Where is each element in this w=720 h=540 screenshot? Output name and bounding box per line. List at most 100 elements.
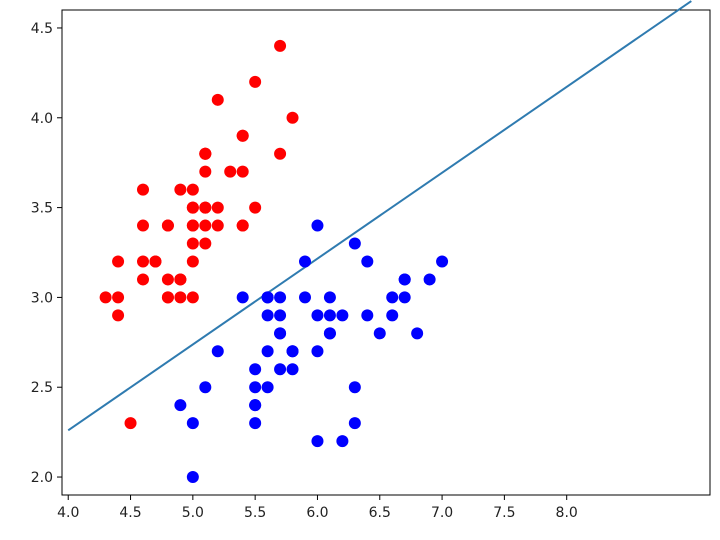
red-data-point — [274, 39, 287, 52]
x-tick-label: 6.5 — [369, 505, 391, 521]
blue-data-point — [286, 345, 299, 358]
blue-data-point — [299, 255, 311, 268]
blue-data-point — [311, 345, 324, 358]
red-data-point — [186, 291, 199, 304]
x-tick-label: 8.0 — [556, 505, 578, 521]
red-data-point — [236, 219, 249, 232]
blue-data-point — [323, 309, 336, 322]
blue-data-point — [249, 381, 262, 394]
blue-data-point — [361, 309, 374, 322]
blue-data-point — [286, 363, 299, 376]
boundary-line-segment — [67, 0, 692, 432]
data-points — [99, 39, 449, 484]
red-data-point — [99, 291, 112, 304]
red-data-point — [174, 273, 187, 286]
blue-data-point — [311, 309, 324, 322]
red-data-point — [161, 273, 174, 286]
blue-data-point — [398, 291, 411, 304]
blue-data-point — [398, 273, 411, 286]
blue-data-point — [186, 471, 199, 484]
blue-data-point — [236, 291, 249, 304]
blue-data-point — [311, 219, 324, 232]
blue-data-point — [274, 363, 287, 376]
blue-data-point — [411, 327, 424, 340]
blue-data-point — [249, 417, 262, 430]
red-data-point — [274, 147, 287, 160]
red-data-point — [174, 291, 187, 304]
blue-data-point — [436, 255, 449, 268]
blue-data-point — [211, 345, 224, 358]
red-data-point — [224, 165, 237, 178]
blue-data-point — [348, 417, 361, 430]
blue-data-point — [261, 291, 274, 304]
red-data-point — [112, 291, 125, 304]
red-data-point — [211, 93, 224, 106]
red-data-point — [161, 291, 174, 304]
blue-data-point — [348, 381, 361, 394]
blue-data-point — [261, 309, 274, 322]
blue-data-point — [386, 309, 399, 322]
x-tick-label: 5.0 — [182, 505, 204, 521]
x-axis: 4.0 4.5 5.0 5.5 6.0 6.5 7.0 7.5 8.0 — [57, 495, 578, 521]
blue-data-point — [299, 291, 311, 304]
x-tick-label: 7.0 — [431, 505, 453, 521]
blue-data-point — [186, 417, 199, 430]
x-tick-label: 6.0 — [306, 505, 328, 521]
red-data-point — [199, 147, 212, 160]
x-tick-label: 7.5 — [493, 505, 515, 521]
blue-data-point — [199, 381, 212, 394]
x-tick-label: 5.5 — [244, 505, 266, 521]
red-data-point — [199, 201, 212, 214]
blue-data-point — [386, 291, 399, 304]
blue-data-point — [336, 309, 349, 322]
red-data-point — [137, 255, 149, 268]
y-axis: 2.0 2.5 3.0 3.5 4.0 4.5 — [31, 21, 62, 486]
red-data-point — [236, 165, 249, 178]
blue-data-point — [249, 399, 262, 412]
red-data-point — [161, 219, 174, 232]
blue-data-point — [274, 309, 287, 322]
blue-data-point — [373, 327, 386, 340]
blue-data-point — [336, 435, 349, 448]
blue-data-point — [261, 381, 274, 394]
red-data-point — [137, 219, 149, 232]
blue-data-point — [274, 291, 287, 304]
decision-boundary-line — [67, 0, 692, 432]
red-data-point — [186, 219, 199, 232]
red-data-point — [112, 255, 125, 268]
blue-data-point — [323, 327, 336, 340]
red-data-point — [286, 111, 299, 124]
y-tick-label: 4.0 — [31, 111, 53, 127]
blue-data-point — [323, 291, 336, 304]
blue-data-point — [311, 435, 324, 448]
blue-data-point — [249, 363, 262, 376]
y-tick-label: 2.0 — [31, 470, 53, 486]
red-data-point — [174, 183, 187, 196]
red-data-point — [124, 417, 137, 430]
y-tick-label: 3.0 — [31, 290, 53, 306]
red-data-point — [137, 273, 149, 286]
x-tick-label: 4.0 — [57, 505, 79, 521]
y-tick-label: 4.5 — [31, 21, 53, 37]
blue-data-point — [174, 399, 187, 412]
red-data-point — [199, 165, 212, 178]
red-data-point — [249, 201, 262, 214]
red-data-point — [199, 237, 212, 250]
red-data-point — [186, 201, 199, 214]
blue-data-point — [261, 345, 274, 358]
red-data-point — [211, 201, 224, 214]
red-data-point — [137, 183, 149, 196]
blue-data-point — [274, 327, 287, 340]
red-data-point — [186, 255, 199, 268]
red-data-point — [236, 129, 249, 142]
red-data-point — [112, 309, 125, 322]
y-tick-label: 2.5 — [31, 380, 53, 396]
red-data-point — [211, 219, 224, 232]
y-tick-label: 3.5 — [31, 201, 53, 217]
red-data-point — [186, 183, 199, 196]
red-data-point — [186, 237, 199, 250]
blue-data-point — [423, 273, 436, 286]
blue-data-point — [361, 255, 374, 268]
x-tick-label: 4.5 — [119, 505, 141, 521]
